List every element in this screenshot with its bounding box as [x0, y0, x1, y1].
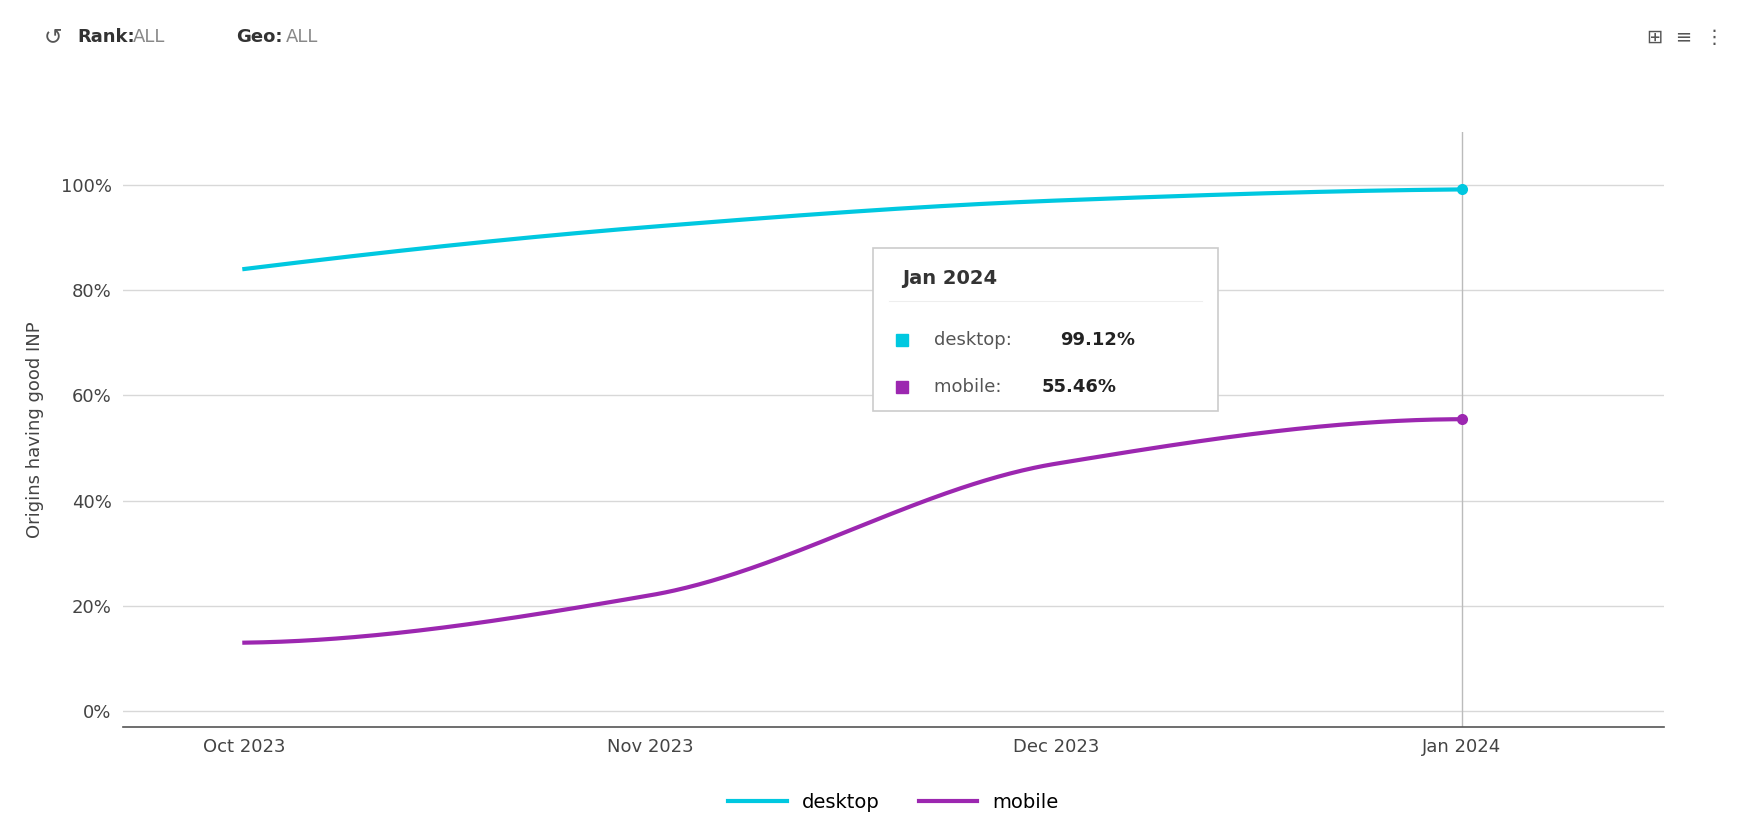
- Text: ALL: ALL: [286, 28, 317, 46]
- Text: mobile:: mobile:: [934, 378, 1007, 396]
- Text: desktop:: desktop:: [934, 331, 1018, 349]
- Text: 55.46%: 55.46%: [1042, 378, 1116, 396]
- Text: Geo:: Geo:: [237, 28, 284, 46]
- Text: 99.12%: 99.12%: [1060, 331, 1135, 349]
- Text: ↺: ↺: [44, 27, 63, 47]
- Legend: desktop, mobile: desktop, mobile: [718, 783, 1069, 821]
- Text: ⊞  ≡  ⋮: ⊞ ≡ ⋮: [1647, 27, 1724, 47]
- Text: ALL: ALL: [133, 28, 165, 46]
- FancyBboxPatch shape: [872, 248, 1218, 411]
- Text: Jan 2024: Jan 2024: [902, 269, 997, 288]
- Y-axis label: Origins having good INP: Origins having good INP: [26, 321, 44, 538]
- Text: Rank:: Rank:: [77, 28, 135, 46]
